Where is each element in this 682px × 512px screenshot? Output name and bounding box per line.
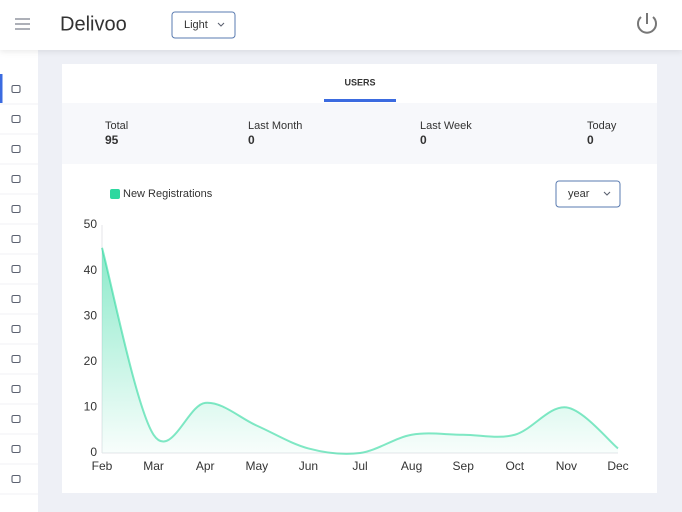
sidebar-icon (11, 114, 21, 124)
area-line (101, 247, 619, 455)
stats-row (62, 103, 657, 164)
x-tick-label: Sep (453, 459, 475, 473)
sidebar-icon (11, 444, 21, 454)
sidebar-item[interactable] (11, 234, 21, 244)
header (0, 0, 682, 50)
theme-select-text: Light (184, 19, 208, 31)
sidebar-item[interactable] (11, 384, 21, 394)
sidebar-item[interactable] (11, 204, 21, 214)
sidebar-item[interactable] (11, 144, 21, 154)
sidebar-icon (11, 324, 21, 334)
x-tick-label: Oct (505, 459, 524, 473)
sidebar-icon (11, 174, 21, 184)
x-tick-label: Feb (92, 459, 113, 473)
x-tick-label: Nov (556, 459, 577, 473)
x-tick-label: Apr (196, 459, 215, 473)
brand: Delivoo (60, 13, 127, 35)
y-tick-label: 10 (84, 400, 98, 414)
tab-underline (324, 99, 396, 102)
sidebar-icon (11, 414, 21, 424)
sidebar-item[interactable] (11, 474, 21, 484)
x-tick-label: Mar (143, 459, 164, 473)
x-tick-label: May (245, 459, 268, 473)
sidebar-item[interactable] (11, 294, 21, 304)
stat-label: Today (587, 120, 617, 132)
y-tick-label: 30 (84, 308, 98, 322)
chevron (217, 22, 225, 27)
legend-swatch (110, 189, 120, 199)
sidebar-icon (11, 264, 21, 274)
stat-value: 0 (420, 133, 427, 147)
sidebar-item[interactable] (11, 264, 21, 274)
stat-value: 0 (587, 133, 594, 147)
power-button[interactable] (637, 13, 657, 34)
x-tick-label: Jul (352, 459, 367, 473)
y-tick-label: 20 (84, 354, 98, 368)
tab[interactable]: USERS (344, 77, 375, 87)
menu-button[interactable] (15, 18, 30, 30)
y-tick-label: 50 (84, 217, 98, 231)
sidebar-item[interactable] (11, 114, 21, 124)
sidebar-icon (11, 144, 21, 154)
sidebar-icon (11, 84, 21, 94)
sidebar-item[interactable] (11, 444, 21, 454)
chevron (603, 191, 611, 196)
sidebar-item[interactable] (11, 324, 21, 334)
sidebar-item[interactable] (11, 84, 21, 94)
stat-value: 95 (105, 133, 119, 147)
x-tick-label: Aug (401, 459, 422, 473)
sidebar-icon (11, 354, 21, 364)
sidebar-icon (11, 294, 21, 304)
stat-value: 0 (248, 133, 255, 147)
area-fill (102, 247, 618, 454)
x-tick-label: Jun (299, 459, 318, 473)
range-select-text: year (568, 188, 590, 200)
sidebar-item[interactable] (11, 414, 21, 424)
sidebar-item[interactable] (11, 174, 21, 184)
sidebar-item[interactable] (11, 354, 21, 364)
stat-label: Last Month (248, 120, 302, 132)
sidebar-active (0, 74, 3, 103)
sidebar-icon (11, 384, 21, 394)
sidebar-icons (0, 84, 38, 495)
sidebar-icon (11, 474, 21, 484)
legend-label: New Registrations (123, 188, 213, 200)
sidebar-icon (11, 204, 21, 214)
x-tick-label: Dec (607, 459, 628, 473)
sidebar-icon (11, 234, 21, 244)
range-select[interactable] (555, 180, 621, 208)
sidebar (0, 50, 38, 512)
theme-select[interactable] (171, 11, 236, 39)
y-tick-label: 0 (90, 445, 97, 459)
stat-label: Total (105, 120, 128, 132)
chart: 0 10 20 30 40 50 Feb Mar Apr May Jun Jul Aug Sep Oct No… (84, 217, 629, 473)
stat-label: Last Week (420, 120, 472, 132)
y-tick-label: 40 (84, 263, 98, 277)
